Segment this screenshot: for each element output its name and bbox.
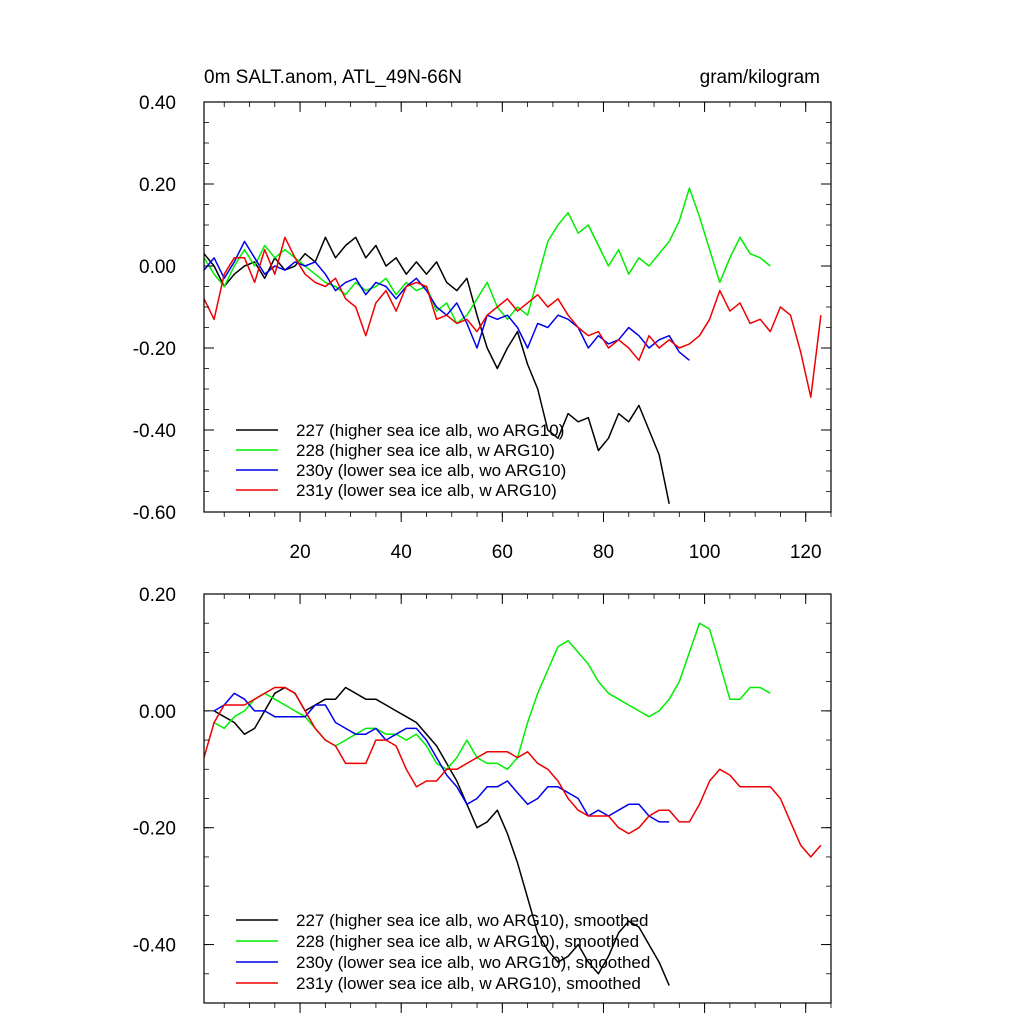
top-panel: -0.60 -0.40 -0.20 0.00 0.20 0.40 20 40 60 80 100 12… (133, 93, 832, 563)
top-x-tick-label: 40 (391, 542, 412, 563)
bottom-legend-label-0: 227 (higher sea ice alb, wo ARG10), smoo… (296, 911, 648, 930)
top-y-tick-label: 0.40 (139, 93, 176, 114)
bottom-y-tick-label: 0.20 (139, 585, 176, 606)
top-x-tick-label: 20 (290, 542, 311, 563)
bottom-axis-layer: -0.40 -0.20 0.00 0.20 (133, 585, 832, 1013)
top-y-tick-label: 0.00 (139, 257, 176, 278)
bottom-legend-label-2: 230y (lower sea ice alb, wo ARG10), smoo… (296, 953, 650, 972)
chart-title: 0m SALT.anom, ATL_49N-66N (204, 67, 462, 88)
top-legend-label-2: 230y (lower sea ice alb, wo ARG10) (296, 461, 566, 480)
bottom-series-line-2 (213, 692, 670, 823)
bottom-y-tick-label: -0.40 (133, 936, 176, 957)
bottom-legend-label-1: 228 (higher sea ice alb, w ARG10), smoot… (296, 932, 639, 951)
top-series-layer (203, 187, 822, 504)
bottom-series-line-1 (213, 622, 771, 771)
top-legend-label-0: 227 (higher sea ice alb, wo ARG10) (296, 421, 564, 440)
bottom-y-tick-label: -0.20 (133, 819, 176, 840)
top-legend-label-3: 231y (lower sea ice alb, w ARG10) (296, 481, 557, 500)
bottom-panel: -0.40 -0.20 0.00 0.20 227 (higher sea ice a… (133, 585, 832, 1013)
top-legend: 227 (higher sea ice alb, wo ARG10)228 (h… (236, 421, 566, 500)
top-x-tick-label: 60 (492, 542, 513, 563)
top-x-tick-label: 120 (790, 542, 822, 563)
top-legend-label-1: 228 (higher sea ice alb, w ARG10) (296, 441, 555, 460)
top-y-tick-label: -0.20 (133, 339, 176, 360)
top-x-tick-label: 80 (593, 542, 614, 563)
top-x-tick-label: 100 (689, 542, 721, 563)
top-series-line-1 (203, 187, 771, 325)
top-y-tick-label: -0.60 (133, 503, 176, 524)
chart-units: gram/kilogram (700, 67, 820, 88)
bottom-y-tick-label: 0.00 (139, 702, 176, 723)
top-y-tick-label: -0.40 (133, 421, 176, 442)
top-y-tick-label: 0.20 (139, 175, 176, 196)
top-series-line-3 (203, 236, 822, 398)
bottom-legend: 227 (higher sea ice alb, wo ARG10), smoo… (236, 911, 650, 993)
bottom-legend-label-3: 231y (lower sea ice alb, w ARG10), smoot… (296, 974, 641, 993)
top-series-line-0 (203, 236, 670, 504)
top-axis-layer: -0.60 -0.40 -0.20 0.00 0.20 0.40 20 40 60 80 100 12… (133, 93, 832, 563)
bottom-series-layer (203, 622, 822, 986)
bottom-series-line-3 (203, 686, 822, 858)
